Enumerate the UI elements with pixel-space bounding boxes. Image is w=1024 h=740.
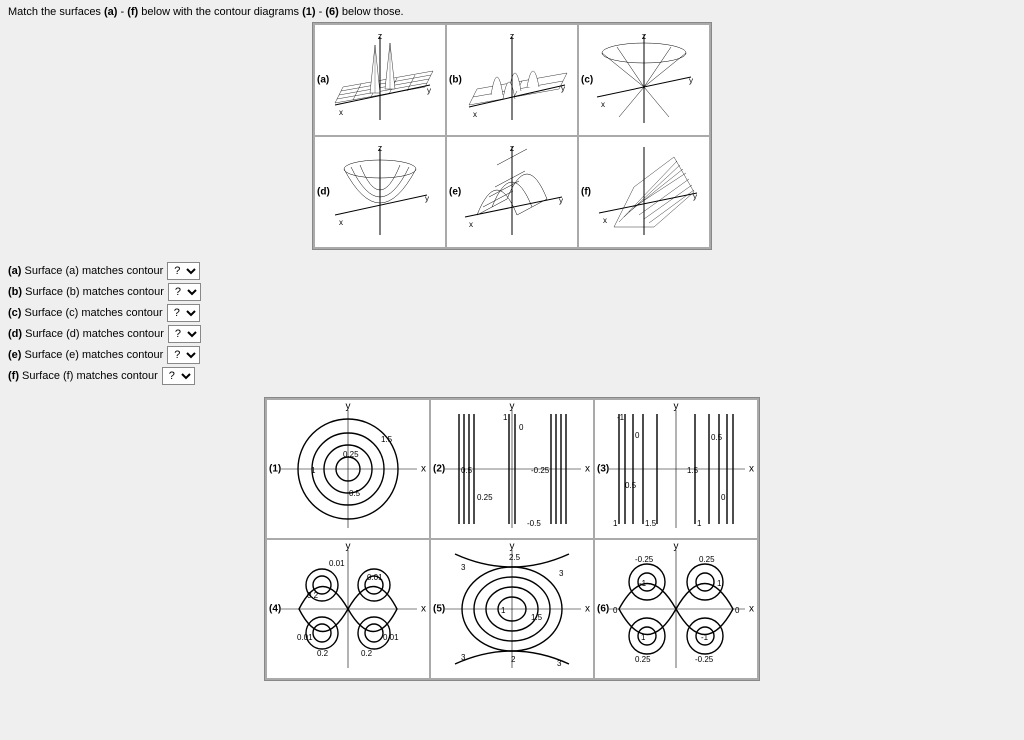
svg-text:y: y	[693, 192, 697, 201]
svg-text:1.5: 1.5	[381, 435, 393, 444]
svg-text:-1: -1	[639, 579, 647, 588]
svg-text:1: 1	[697, 519, 702, 528]
svg-text:1: 1	[503, 413, 508, 422]
question-row-b: (b) Surface (b) matches contour ?123456	[8, 283, 1016, 301]
svg-text:1.5: 1.5	[687, 466, 699, 475]
instruction-text: Match the surfaces (a) - (f) below with …	[8, 6, 1016, 18]
svg-text:0: 0	[635, 431, 640, 440]
svg-text:0: 0	[721, 493, 726, 502]
svg-text:0.25: 0.25	[343, 450, 359, 459]
surface-cell-a: (a) z	[315, 25, 445, 135]
svg-text:x: x	[339, 218, 343, 227]
surface-cell-d: (d) z y x	[315, 137, 445, 247]
svg-text:-0.25: -0.25	[635, 555, 654, 564]
svg-text:-1: -1	[701, 633, 709, 642]
surface-cell-c: (c) z y x	[579, 25, 709, 135]
svg-text:0: 0	[735, 606, 740, 615]
dropdown-a[interactable]: ?123456	[167, 262, 200, 280]
surface-cell-e: (e) z y x	[447, 137, 577, 247]
contour-cell-1: (1) y x 1 0.25 0.5 1.5	[267, 400, 429, 538]
contour-cell-3: (3) y x -1 0	[595, 400, 757, 538]
question-row-a: (a) Surface (a) matches contour ?123456	[8, 262, 1016, 280]
question-row-e: (e) Surface (e) matches contour ?123456	[8, 346, 1016, 364]
svg-text:0.01: 0.01	[297, 633, 313, 642]
questions-block: (a) Surface (a) matches contour ?123456 …	[8, 262, 1016, 385]
svg-text:0.25: 0.25	[699, 555, 715, 564]
svg-text:1.5: 1.5	[531, 613, 543, 622]
svg-text:y: y	[689, 76, 693, 85]
svg-text:0.01: 0.01	[383, 633, 399, 642]
question-row-d: (d) Surface (d) matches contour ?123456	[8, 325, 1016, 343]
dropdown-e[interactable]: ?123456	[167, 346, 200, 364]
svg-text:x: x	[473, 110, 477, 119]
svg-text:0.5: 0.5	[461, 466, 473, 475]
svg-text:3: 3	[461, 563, 466, 572]
surface-cell-b: (b) z	[447, 25, 577, 135]
svg-text:0.2: 0.2	[307, 591, 319, 600]
svg-text:1: 1	[717, 579, 722, 588]
contour-cell-5: (5) y x 2.5 3 3 1 1.5 3	[431, 540, 593, 678]
svg-text:y: y	[559, 196, 563, 205]
svg-text:0: 0	[613, 606, 618, 615]
svg-text:1: 1	[501, 606, 506, 615]
svg-text:-0.25: -0.25	[695, 655, 714, 664]
svg-text:3: 3	[557, 659, 562, 668]
svg-text:0.5: 0.5	[349, 489, 361, 498]
svg-text:0.2: 0.2	[361, 649, 373, 658]
svg-text:y: y	[427, 86, 431, 95]
svg-text:0: 0	[519, 423, 524, 432]
svg-text:1.5: 1.5	[645, 519, 657, 528]
question-row-f: (f) Surface (f) matches contour ?123456	[8, 367, 1016, 385]
question-row-c: (c) Surface (c) matches contour ?123456	[8, 304, 1016, 322]
svg-text:-1: -1	[617, 413, 625, 422]
svg-text:3: 3	[461, 653, 466, 662]
svg-text:0.25: 0.25	[477, 493, 493, 502]
dropdown-c[interactable]: ?123456	[167, 304, 200, 322]
svg-text:3: 3	[559, 569, 564, 578]
svg-text:0.01: 0.01	[329, 559, 345, 568]
dropdown-f[interactable]: ?123456	[162, 367, 195, 385]
svg-text:x: x	[469, 220, 473, 229]
dropdown-b[interactable]: ?123456	[168, 283, 201, 301]
contour-cell-6: (6) y x -0.25 0.25 -1 1 0 0 1	[595, 540, 757, 678]
svg-text:1: 1	[641, 633, 646, 642]
svg-text:x: x	[603, 216, 607, 225]
svg-text:-0.5: -0.5	[527, 519, 541, 528]
svg-text:0.25: 0.25	[635, 655, 651, 664]
svg-text:-0.25: -0.25	[531, 466, 550, 475]
contour-cell-4: (4) y x 0.01 0.01 0.2 0.01 0.2 0.01	[267, 540, 429, 678]
svg-text:2.5: 2.5	[509, 553, 521, 562]
surface-cell-f: (f) y x	[579, 137, 709, 247]
svg-text:x: x	[339, 108, 343, 117]
svg-text:1: 1	[311, 466, 316, 475]
svg-text:x: x	[601, 100, 605, 109]
surfaces-grid: (a) z	[312, 22, 712, 250]
dropdown-d[interactable]: ?123456	[168, 325, 201, 343]
contour-cell-2: (2) y x 1 0	[431, 400, 593, 538]
svg-text:0.2: 0.2	[317, 649, 329, 658]
svg-text:0.5: 0.5	[711, 433, 723, 442]
svg-text:y: y	[425, 194, 429, 203]
svg-text:0.01: 0.01	[367, 573, 383, 582]
svg-text:y: y	[561, 84, 565, 93]
contours-grid: (1) y x 1 0.25 0.5 1.5 (2) y	[264, 397, 760, 681]
svg-text:1: 1	[613, 519, 618, 528]
svg-text:2: 2	[511, 655, 516, 664]
svg-text:0.5: 0.5	[625, 481, 637, 490]
